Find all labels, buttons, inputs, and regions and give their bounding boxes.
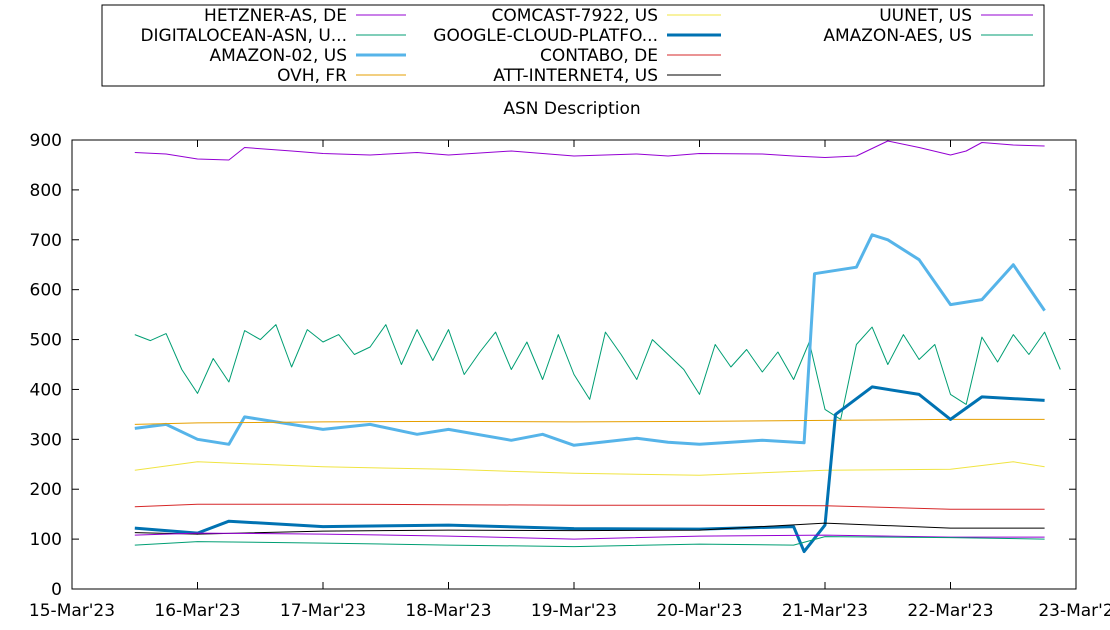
series-line-8: [134, 532, 1045, 540]
legend-label: CONTABO, DE: [540, 46, 658, 66]
series-line-9: [134, 536, 1045, 548]
y-tick-label: 400: [30, 380, 62, 400]
x-tick-label: 17-Mar'23: [280, 601, 366, 621]
chart-title: ASN Description: [503, 99, 640, 119]
y-tick-label: 900: [30, 131, 62, 151]
y-axis: 0 100 200 300 400 500 600 700 800 900: [30, 131, 1076, 600]
series-line-0: [134, 140, 1045, 161]
x-axis: 15-Mar'23 16-Mar'23 17-Mar'23 18-Mar'23 19-M…: [29, 140, 1110, 621]
x-tick-label: 19-Mar'23: [531, 601, 617, 621]
y-tick-label: 600: [30, 281, 62, 301]
series-line-2: [134, 233, 1046, 447]
y-tick-label: 800: [30, 181, 62, 201]
x-tick-label: 22-Mar'23: [907, 601, 993, 621]
legend-label: DIGITALOCEAN-ASN, U...: [140, 26, 347, 46]
legend-label: ATT-INTERNET4, US: [493, 66, 658, 86]
x-tick-label: 16-Mar'23: [154, 601, 240, 621]
series-line-4: [134, 461, 1045, 476]
x-tick-label: 18-Mar'23: [405, 601, 491, 621]
y-tick-label: 500: [30, 331, 62, 351]
legend-label: AMAZON-02, US: [210, 46, 347, 66]
series-line-6: [134, 503, 1045, 510]
series-line-3: [134, 418, 1045, 425]
legend-box: [101, 4, 1045, 87]
y-tick-label: 700: [30, 231, 62, 251]
legend-label: HETZNER-AS, DE: [204, 6, 347, 26]
legend-label: UUNET, US: [879, 6, 972, 26]
legend-label: COMCAST-7922, US: [492, 6, 658, 26]
plot-area: [71, 139, 1077, 590]
y-tick-label: 0: [51, 580, 62, 600]
y-tick-label: 100: [30, 530, 62, 550]
x-tick-label: 21-Mar'23: [782, 601, 868, 621]
legend-label: OVH, FR: [277, 66, 347, 86]
x-tick-label: 15-Mar'23: [29, 601, 115, 621]
x-tick-label: 23-Mar'2: [1038, 601, 1110, 621]
plot-border: [71, 139, 1077, 590]
legend-label: AMAZON-AES, US: [823, 26, 972, 46]
legend-label: GOOGLE-CLOUD-PLATFO...: [433, 26, 658, 46]
series-line-5: [134, 385, 1045, 554]
x-tick-label: 20-Mar'23: [656, 601, 742, 621]
y-tick-label: 300: [30, 430, 62, 450]
y-tick-label: 200: [30, 480, 62, 500]
series-line-1: [134, 324, 1061, 420]
